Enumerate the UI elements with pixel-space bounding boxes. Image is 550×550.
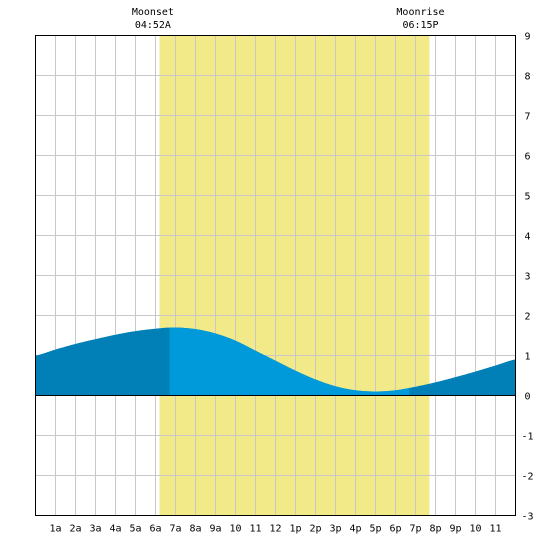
- x-tick-label-20: 9p: [449, 524, 461, 535]
- moon-event-time-1: 06:15P: [402, 20, 438, 31]
- tide-area-light: [169, 327, 410, 396]
- y-tick-label-12: 9: [524, 32, 530, 43]
- x-tick-label-13: 2p: [309, 524, 321, 535]
- y-tick-label-4: 1: [524, 352, 530, 363]
- x-tick-label-14: 3p: [329, 524, 341, 535]
- x-tick-label-9: 10: [229, 524, 241, 535]
- moon-event-time-0: 04:52A: [135, 20, 171, 31]
- moon-event-label-0: Moonset: [132, 7, 174, 18]
- y-tick-label-10: 7: [524, 112, 530, 123]
- x-tick-labels: 1a 2a 3a 4a 5a 6a 7a 8a 9a 10 11 12 1p 2p 3p 4p 5p 6p 7p 8p…: [49, 524, 501, 535]
- x-tick-label-16: 5p: [369, 524, 381, 535]
- x-tick-label-11: 12: [269, 524, 281, 535]
- x-tick-label-7: 8a: [189, 524, 201, 535]
- x-tick-label-15: 4p: [349, 524, 361, 535]
- y-tick-label-0: -3: [521, 512, 533, 523]
- x-tick-label-19: 8p: [429, 524, 441, 535]
- y-tick-label-9: 6: [524, 152, 530, 163]
- plot-border: [35, 35, 516, 516]
- y-tick-label-2: -1: [521, 432, 533, 443]
- y-tick-label-1: -2: [521, 472, 533, 483]
- x-tick-label-21: 10: [469, 524, 481, 535]
- x-tick-label-6: 7a: [169, 524, 181, 535]
- x-tick-label-4: 5a: [129, 524, 141, 535]
- y-tick-label-11: 8: [524, 72, 530, 83]
- x-tick-label-18: 7p: [409, 524, 421, 535]
- y-tick-labels: -3 -2 -1 0 1 2 3 4 5 6 7 8 9: [521, 32, 533, 523]
- x-tick-label-5: 6a: [149, 524, 161, 535]
- y-tick-label-6: 3: [524, 272, 530, 283]
- y-tick-label-8: 5: [524, 192, 530, 203]
- x-tick-label-17: 6p: [389, 524, 401, 535]
- x-tick-label-8: 9a: [209, 524, 221, 535]
- x-tick-label-22: 11: [489, 524, 501, 535]
- y-tick-label-3: 0: [524, 392, 530, 403]
- x-tick-label-1: 2a: [69, 524, 81, 535]
- moon-event-label-1: Moonrise: [396, 7, 444, 18]
- y-tick-label-7: 4: [524, 232, 530, 243]
- grid-lines: [35, 35, 516, 516]
- x-tick-label-2: 3a: [89, 524, 101, 535]
- y-tick-label-5: 2: [524, 312, 530, 323]
- x-tick-label-10: 11: [249, 524, 261, 535]
- x-tick-label-12: 1p: [289, 524, 301, 535]
- moon-event-labels: Moonset 04:52A Moonrise 06:15P: [132, 7, 445, 31]
- x-tick-label-0: 1a: [49, 524, 61, 535]
- x-tick-label-3: 4a: [109, 524, 121, 535]
